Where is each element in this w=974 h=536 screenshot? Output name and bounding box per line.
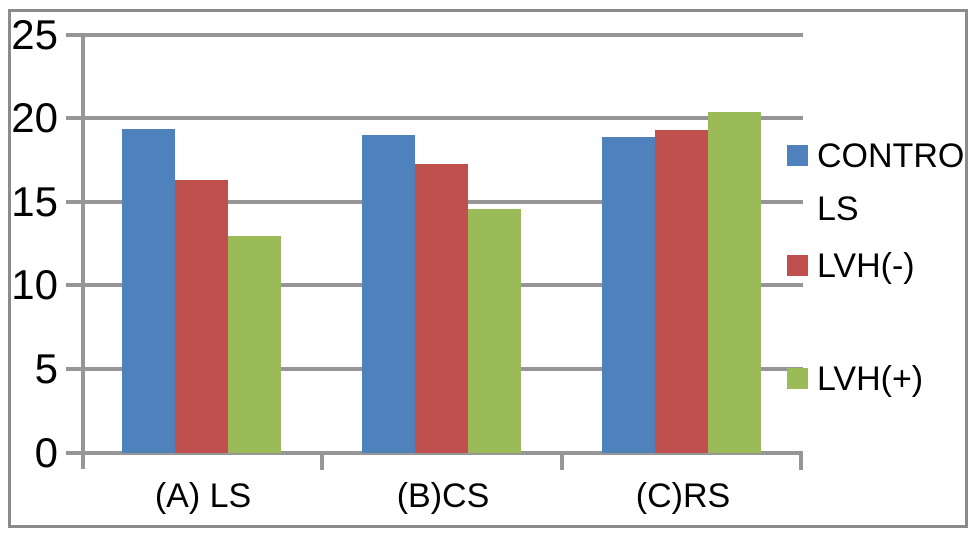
bar-lvh-cat2 [655, 130, 708, 453]
x-axis-line [66, 451, 803, 455]
bar-controls-cat1 [362, 135, 415, 453]
bar-lvh-cat1 [415, 164, 468, 453]
gridline-20 [66, 116, 803, 120]
legend-swatch-lvh-plus [787, 368, 808, 389]
x-axis-tick [320, 453, 324, 470]
legend-label-lvh-plus: LVH(+) [817, 360, 924, 398]
bar-controls-cat0 [122, 129, 175, 453]
bar-lvh-cat0 [228, 236, 281, 453]
y-tick-label-0: 0 [34, 429, 58, 476]
legend-label-controls: CONTROLS [817, 137, 965, 228]
x-category-label-b-cs: (B)CS [396, 477, 490, 515]
legend-swatch-controls [787, 145, 808, 166]
bar-lvh-cat1 [468, 209, 521, 453]
y-tick-label-10: 10 [11, 261, 58, 308]
x-axis-tick [560, 453, 564, 470]
y-tick-label-20: 20 [11, 94, 58, 141]
x-category-label-a-ls: (A) LS [154, 477, 252, 515]
gridline-25 [66, 33, 803, 37]
bar-controls-cat2 [602, 137, 655, 453]
y-tick-label-15: 15 [11, 178, 58, 225]
y-axis-line [81, 35, 85, 469]
plot-area [83, 35, 802, 453]
y-tick-label-25: 25 [11, 11, 58, 58]
legend-swatch-lvh-minus [787, 255, 808, 276]
x-category-label-c-rs: (C)RS [635, 477, 731, 515]
bar-lvh-cat2 [708, 112, 761, 453]
legend-label-lvh-minus: LVH(-) [817, 247, 915, 285]
y-tick-label-5: 5 [34, 345, 58, 392]
bar-lvh-cat0 [175, 180, 228, 453]
x-axis-tick [799, 453, 803, 470]
